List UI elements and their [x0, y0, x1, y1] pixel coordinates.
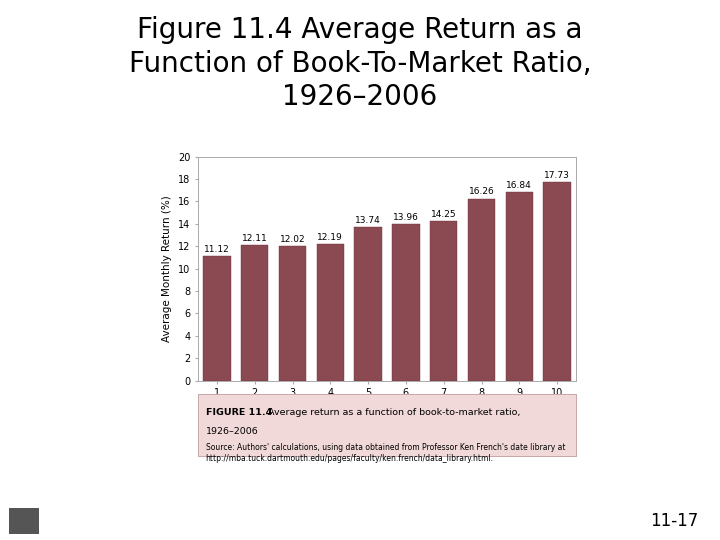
Text: Average return as a function of book-to-market ratio,: Average return as a function of book-to-…: [268, 408, 521, 417]
Bar: [203, 256, 230, 381]
Y-axis label: Average Monthly Return (%): Average Monthly Return (%): [163, 195, 172, 342]
Bar: [392, 224, 420, 381]
Text: Source: Authors' calculations, using data obtained from Professor Ken French's d: Source: Authors' calculations, using dat…: [206, 443, 565, 463]
Text: 13.74: 13.74: [355, 215, 381, 225]
Text: 12.19: 12.19: [318, 233, 343, 242]
Text: 1926–2006: 1926–2006: [206, 427, 258, 436]
Text: 13.96: 13.96: [393, 213, 419, 222]
Text: 12.02: 12.02: [279, 235, 305, 244]
Text: 12.11: 12.11: [242, 234, 268, 243]
Bar: [430, 221, 457, 381]
Text: 14.25: 14.25: [431, 210, 456, 219]
Bar: [241, 245, 269, 381]
Bar: [468, 199, 495, 381]
Bar: [279, 246, 306, 381]
Text: FIGURE 11.4: FIGURE 11.4: [206, 408, 272, 417]
Bar: [9, 508, 40, 534]
Text: 16.26: 16.26: [469, 187, 495, 196]
Bar: [354, 227, 382, 381]
Bar: [505, 192, 533, 381]
Text: 16.84: 16.84: [506, 181, 532, 190]
Bar: [317, 244, 344, 381]
Bar: [544, 182, 571, 381]
Text: 11.12: 11.12: [204, 245, 230, 254]
Text: 11-17: 11-17: [650, 512, 698, 530]
Text: Figure 11.4 Average Return as a
Function of Book-To-Market Ratio,
1926–2006: Figure 11.4 Average Return as a Function…: [129, 16, 591, 111]
Text: 17.73: 17.73: [544, 171, 570, 180]
X-axis label: Book-to-Market Decile: 1 = low, 10 = high: Book-to-Market Decile: 1 = low, 10 = hig…: [276, 404, 498, 414]
